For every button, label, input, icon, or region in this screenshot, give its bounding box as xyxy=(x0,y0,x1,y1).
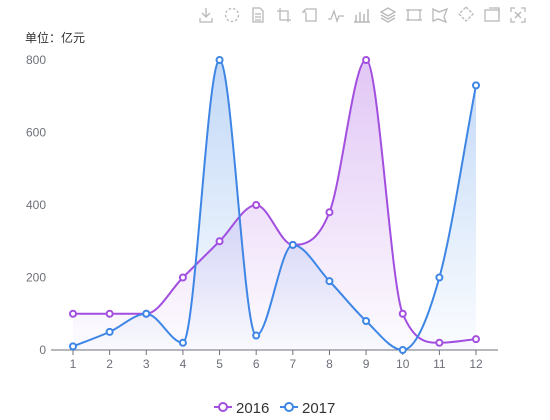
x-tick-label: 8 xyxy=(326,357,333,371)
data-point-2017[interactable] xyxy=(69,342,77,351)
chart-toolbox xyxy=(196,5,546,27)
y-tick-label: 0 xyxy=(39,343,46,357)
x-tick-label: 5 xyxy=(216,357,223,371)
legend-marker-icon xyxy=(218,402,228,412)
data-point-2016[interactable] xyxy=(472,335,480,344)
x-tick-label: 7 xyxy=(289,357,296,371)
x-tick-label: 11 xyxy=(433,357,446,371)
line-chart-icon[interactable] xyxy=(326,5,346,25)
data-point-2017[interactable] xyxy=(288,240,297,249)
legend-item-2017[interactable]: 2017 xyxy=(280,400,335,417)
legend-item-2016[interactable]: 2016 xyxy=(214,400,269,417)
x-tick-label: 9 xyxy=(363,357,370,371)
data-point-2017[interactable] xyxy=(142,309,151,318)
legend-label: 2017 xyxy=(302,400,335,417)
stack-icon[interactable] xyxy=(378,5,398,25)
x-tick-label: 1 xyxy=(70,357,77,371)
x-tick-label: 12 xyxy=(469,357,483,371)
data-point-2017[interactable] xyxy=(362,317,371,325)
data-point-2016[interactable] xyxy=(435,338,444,347)
data-point-2016[interactable] xyxy=(362,56,371,64)
data-point-2017[interactable] xyxy=(435,273,444,282)
data-zoom-icon[interactable] xyxy=(222,5,242,25)
data-point-2016[interactable] xyxy=(215,237,224,246)
bar-chart-icon[interactable] xyxy=(352,5,372,25)
x-tick-label: 2 xyxy=(106,357,113,371)
y-tick-label: 800 xyxy=(26,53,46,67)
restore-icon[interactable] xyxy=(300,5,320,25)
crop-icon[interactable] xyxy=(274,5,294,25)
legend-label: 2016 xyxy=(236,400,269,417)
keep-select-icon[interactable] xyxy=(456,5,476,25)
y-axis-unit-label: 单位：亿元 xyxy=(25,30,85,45)
data-point-2017[interactable] xyxy=(215,56,224,64)
y-tick-label: 400 xyxy=(26,198,46,212)
data-point-2017[interactable] xyxy=(252,331,261,340)
data-point-2016[interactable] xyxy=(178,273,187,282)
download-icon[interactable] xyxy=(196,5,216,25)
data-point-2016[interactable] xyxy=(69,309,77,318)
series-area-2016 xyxy=(73,60,476,350)
data-point-2017[interactable] xyxy=(472,81,480,90)
y-tick-label: 200 xyxy=(26,271,46,285)
clear-select-icon[interactable] xyxy=(482,5,502,25)
rect-select-icon[interactable] xyxy=(404,5,424,25)
x-tick-label: 4 xyxy=(180,357,187,371)
x-tick-label: 3 xyxy=(143,357,150,371)
data-view-icon[interactable] xyxy=(248,5,268,25)
data-point-2016[interactable] xyxy=(398,309,407,318)
data-point-2017[interactable] xyxy=(105,327,114,336)
data-point-2016[interactable] xyxy=(252,201,261,209)
legend-marker-icon xyxy=(284,402,294,412)
series-area-2017 xyxy=(73,60,476,350)
data-point-2017[interactable] xyxy=(178,338,187,347)
y-tick-label: 600 xyxy=(26,126,46,140)
data-point-2017[interactable] xyxy=(325,277,334,286)
data-point-2017[interactable] xyxy=(398,346,407,354)
x-tick-label: 10 xyxy=(396,357,410,371)
polygon-select-icon[interactable] xyxy=(430,5,450,25)
x-tick-label: 6 xyxy=(253,357,260,371)
data-point-2016[interactable] xyxy=(105,309,114,318)
fullscreen-icon[interactable] xyxy=(508,5,528,25)
data-point-2016[interactable] xyxy=(325,208,334,217)
